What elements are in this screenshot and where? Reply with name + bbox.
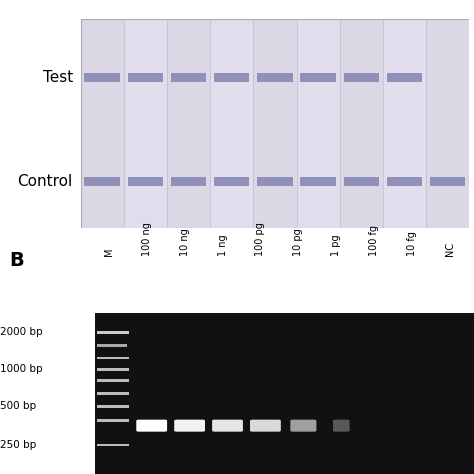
Bar	[97, 444, 129, 447]
Bar	[426, 19, 469, 228]
Bar	[97, 392, 129, 395]
Bar	[167, 19, 210, 228]
Bar	[171, 177, 206, 186]
Bar	[128, 73, 163, 82]
Bar	[97, 356, 129, 359]
Text: 10 ng: 10 ng	[180, 228, 190, 256]
Text: 1: 1	[314, 0, 322, 2]
Text: 1: 1	[357, 0, 365, 2]
Bar	[301, 73, 336, 82]
Text: 2: 2	[444, 0, 452, 2]
Text: 1: 1	[401, 0, 409, 2]
Bar	[81, 19, 124, 228]
Bar	[214, 177, 249, 186]
Bar	[257, 73, 292, 82]
Bar	[344, 177, 379, 186]
Text: 250 bp: 250 bp	[0, 440, 36, 450]
Bar	[344, 73, 379, 82]
FancyBboxPatch shape	[212, 419, 243, 432]
Bar	[97, 344, 127, 346]
FancyBboxPatch shape	[250, 419, 281, 432]
FancyBboxPatch shape	[136, 419, 167, 432]
Text: B: B	[9, 251, 24, 270]
Text: Test: Test	[43, 70, 73, 85]
Text: 1 pg: 1 pg	[331, 234, 341, 256]
Text: 1000 bp: 1000 bp	[0, 364, 43, 374]
Bar	[97, 405, 129, 408]
Text: 100 ng: 100 ng	[142, 222, 152, 256]
Bar	[340, 19, 383, 228]
Text: 1 ng: 1 ng	[218, 234, 228, 256]
Bar	[97, 379, 129, 382]
Bar	[210, 19, 253, 228]
Bar	[257, 177, 292, 186]
FancyBboxPatch shape	[290, 419, 317, 432]
Bar	[124, 19, 167, 228]
Text: 2000 bp: 2000 bp	[0, 327, 43, 337]
FancyBboxPatch shape	[174, 419, 205, 432]
Bar	[214, 73, 249, 82]
Bar	[97, 419, 129, 422]
Bar	[97, 331, 129, 334]
Bar	[387, 73, 422, 82]
Text: M: M	[104, 247, 114, 256]
Bar	[383, 19, 426, 228]
Bar	[97, 368, 129, 371]
Text: 100 pg: 100 pg	[255, 222, 265, 256]
Text: Control: Control	[18, 174, 73, 189]
Text: 1: 1	[271, 0, 279, 2]
Text: 1: 1	[141, 0, 149, 2]
Text: 1: 1	[98, 0, 106, 2]
Bar	[84, 73, 120, 82]
Bar	[128, 177, 163, 186]
Bar	[297, 19, 340, 228]
Text: 10 fg: 10 fg	[407, 231, 417, 256]
Text: 10 pg: 10 pg	[293, 228, 303, 256]
Bar	[253, 19, 297, 228]
Text: NC: NC	[445, 242, 455, 256]
Bar	[387, 177, 422, 186]
Text: 100 fg: 100 fg	[369, 225, 379, 256]
FancyBboxPatch shape	[333, 419, 350, 432]
Bar	[171, 73, 206, 82]
Text: 1: 1	[228, 0, 236, 2]
Text: 500 bp: 500 bp	[0, 401, 36, 411]
Text: 1: 1	[184, 0, 192, 2]
Bar	[430, 177, 465, 186]
Bar	[301, 177, 336, 186]
Bar	[84, 177, 120, 186]
Bar	[95, 313, 474, 474]
